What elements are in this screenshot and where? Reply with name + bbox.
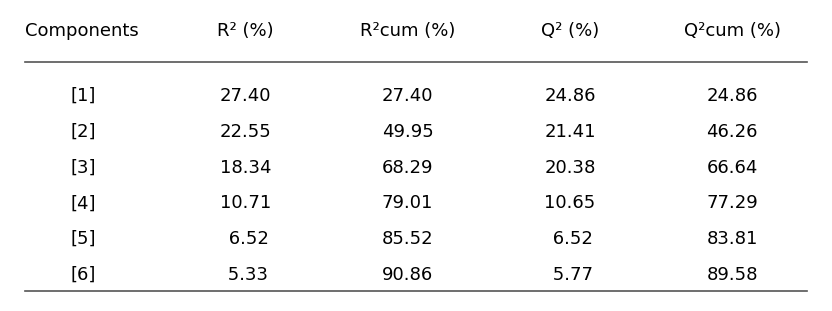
Text: [1]: [1] [71, 87, 96, 105]
Text: 66.64: 66.64 [706, 159, 758, 177]
Text: 21.41: 21.41 [544, 123, 596, 141]
Text: Q²cum (%): Q²cum (%) [684, 22, 780, 40]
Text: 90.86: 90.86 [382, 266, 433, 284]
Text: Q² (%): Q² (%) [541, 22, 599, 40]
Text: [6]: [6] [71, 266, 96, 284]
Text: 20.38: 20.38 [544, 159, 596, 177]
Text: 18.34: 18.34 [220, 159, 271, 177]
Text: 89.58: 89.58 [706, 266, 758, 284]
Text: [5]: [5] [71, 230, 97, 248]
Text: 85.52: 85.52 [382, 230, 433, 248]
Text: 24.86: 24.86 [706, 87, 758, 105]
Text: [4]: [4] [71, 194, 97, 212]
Text: 49.95: 49.95 [382, 123, 433, 141]
Text: 6.52: 6.52 [222, 230, 269, 248]
Text: 83.81: 83.81 [706, 230, 758, 248]
Text: R²cum (%): R²cum (%) [360, 22, 455, 40]
Text: R² (%): R² (%) [217, 22, 274, 40]
Text: 79.01: 79.01 [382, 194, 433, 212]
Text: 68.29: 68.29 [382, 159, 433, 177]
Text: 24.86: 24.86 [544, 87, 596, 105]
Text: 46.26: 46.26 [706, 123, 758, 141]
Text: 27.40: 27.40 [220, 87, 271, 105]
Text: 10.65: 10.65 [544, 194, 596, 212]
Text: 10.71: 10.71 [220, 194, 271, 212]
Text: [2]: [2] [71, 123, 97, 141]
Text: 77.29: 77.29 [706, 194, 758, 212]
Text: 5.77: 5.77 [547, 266, 593, 284]
Text: 22.55: 22.55 [220, 123, 271, 141]
Text: [3]: [3] [71, 159, 97, 177]
Text: 27.40: 27.40 [382, 87, 433, 105]
Text: 6.52: 6.52 [547, 230, 593, 248]
Text: 5.33: 5.33 [222, 266, 269, 284]
Text: Components: Components [25, 22, 139, 40]
